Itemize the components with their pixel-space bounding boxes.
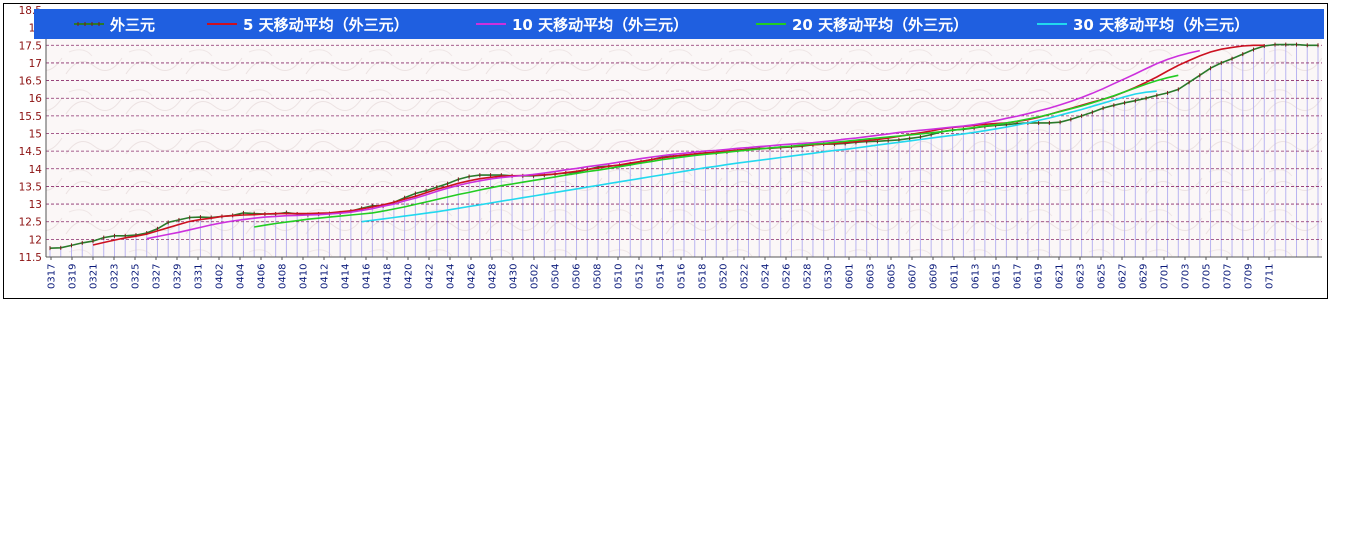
x-tick-label: 0705 <box>1202 264 1213 289</box>
x-tick-label: 0625 <box>1097 264 1108 289</box>
y-tick-label: 14.5 <box>19 146 42 158</box>
y-tick-label: 17 <box>29 58 42 70</box>
x-tick-label: 0709 <box>1244 264 1255 289</box>
legend-label: 10 天移动平均（外三元） <box>512 16 688 34</box>
x-tick-label: 0703 <box>1181 264 1192 289</box>
x-tick-label: 0522 <box>740 264 751 289</box>
legend-label: 5 天移动平均（外三元） <box>243 16 409 34</box>
x-tick-label: 0408 <box>278 264 289 289</box>
x-tick-label: 0508 <box>593 264 604 289</box>
y-tick-label: 15.5 <box>19 111 42 123</box>
y-tick-label: 16 <box>29 93 43 105</box>
x-tick-label: 0627 <box>1118 264 1129 289</box>
x-tick-label: 0528 <box>803 264 814 289</box>
x-tick-label: 0319 <box>68 264 79 289</box>
x-tick-label: 0617 <box>1013 264 1024 289</box>
x-tick-label: 0331 <box>194 264 205 289</box>
x-tick-label: 0530 <box>824 264 835 289</box>
legend-label: 30 天移动平均（外三元） <box>1073 16 1249 34</box>
legend-label: 20 天移动平均（外三元） <box>792 16 968 34</box>
y-tick-label: 15 <box>29 129 42 141</box>
chart-frame: 11.5 12 12.5 13 13.5 14 14.5 15 15.5 16 16.5 17 17.5… <box>3 3 1328 299</box>
x-tick-label: 0621 <box>1055 264 1066 289</box>
x-tick-label: 0615 <box>992 264 1003 289</box>
x-tick-label: 0321 <box>89 264 100 289</box>
x-tick-label: 0325 <box>131 264 142 289</box>
x-tick-label: 0518 <box>698 264 709 289</box>
series-line <box>146 49 1200 240</box>
x-tick-label: 0520 <box>719 264 730 289</box>
x-tick-label: 0623 <box>1076 264 1087 289</box>
y-tick-label: 13 <box>29 199 42 211</box>
legend-label: 外三元 <box>109 16 155 34</box>
x-tick-label: 0428 <box>488 264 499 289</box>
y-tick-label: 12 <box>29 234 42 246</box>
x-tick-label: 0512 <box>635 264 646 289</box>
line-chart: 11.5 12 12.5 13 13.5 14 14.5 15 15.5 16 16.5 17 17.5… <box>19 5 1324 289</box>
x-tick-label: 0422 <box>425 264 436 289</box>
y-tick-label: 13.5 <box>19 181 42 193</box>
y-tick-label: 11.5 <box>19 252 42 264</box>
x-tick-label: 0416 <box>362 264 373 289</box>
x-tick-label: 0524 <box>761 264 772 289</box>
x-tick-label: 0510 <box>614 264 625 289</box>
x-tick-label: 0329 <box>173 264 184 289</box>
x-tick-label: 0410 <box>299 264 310 289</box>
x-tick-label: 0711 <box>1265 264 1276 289</box>
y-axis: 11.5 12 12.5 13 13.5 14 14.5 15 15.5 16 16.5 17 17.5… <box>19 5 47 264</box>
x-tick-label: 0414 <box>341 264 352 289</box>
x-tick-label: 0404 <box>236 264 247 289</box>
x-tick-label: 0323 <box>110 264 121 289</box>
x-tick-label: 0607 <box>908 264 919 289</box>
x-tick-label: 0526 <box>782 264 793 289</box>
x-tick-label: 0506 <box>572 264 583 289</box>
x-tick-label: 0424 <box>446 264 457 289</box>
y-tick-label: 12.5 <box>19 217 42 229</box>
legend-bar <box>34 9 1324 39</box>
series-line <box>361 90 1157 223</box>
x-tick-label: 0619 <box>1034 264 1045 289</box>
x-tick-label: 0420 <box>404 264 415 289</box>
y-tick-label: 16.5 <box>19 76 42 88</box>
x-tick-label: 0514 <box>656 264 667 289</box>
series-layer <box>49 42 1319 251</box>
x-tick-label: 0609 <box>929 264 940 289</box>
x-tick-label: 0327 <box>152 264 163 289</box>
x-tick-label: 0406 <box>257 264 268 289</box>
x-tick-label: 0601 <box>845 264 856 289</box>
x-tick-label: 0418 <box>383 264 394 289</box>
y-tick-label: 17.5 <box>19 40 42 52</box>
x-tick-label: 0426 <box>467 264 478 289</box>
y-tick-label: 14 <box>29 164 43 176</box>
x-tick-label: 0603 <box>866 264 877 289</box>
x-tick-label: 0629 <box>1139 264 1150 289</box>
x-tick-label: 0317 <box>47 264 58 289</box>
x-tick-label: 0504 <box>551 264 562 289</box>
x-tick-label: 0402 <box>215 264 226 289</box>
x-tick-label: 0701 <box>1160 264 1171 289</box>
x-tick-label: 0613 <box>971 264 982 289</box>
x-tick-label: 0412 <box>320 264 331 289</box>
x-tick-label: 0605 <box>887 264 898 289</box>
x-tick-label: 0430 <box>509 264 520 289</box>
x-tick-label: 0502 <box>530 264 541 289</box>
legend: 外三元 5 天移动平均（外三元） 10 天移动平均（外三元） 20 天移动平均（外三元… <box>34 9 1324 39</box>
x-tick-label: 0611 <box>950 264 961 289</box>
x-tick-label: 0707 <box>1223 264 1234 289</box>
x-tick-label: 0516 <box>677 264 688 289</box>
series-line <box>254 74 1179 228</box>
x-axis: 0317 0319 0321 0323 0325 0327 0329 0331 0402 0404… <box>46 256 1322 289</box>
